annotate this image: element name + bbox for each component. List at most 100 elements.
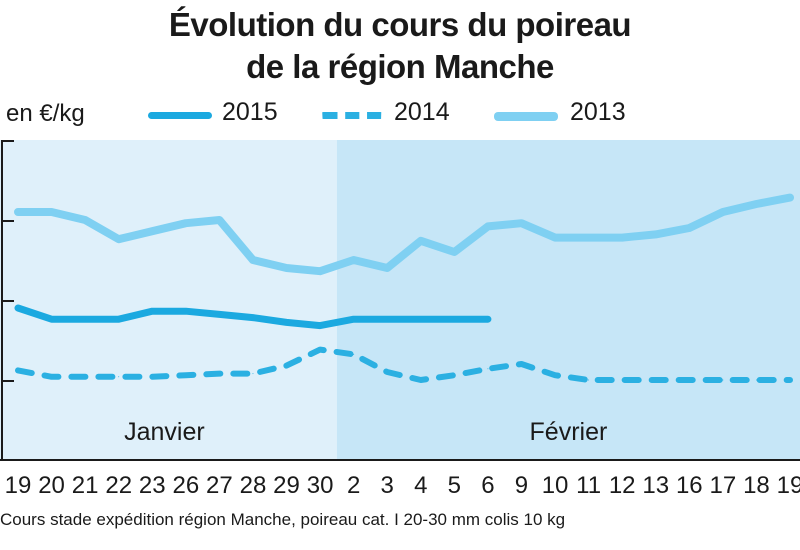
x-tick-label-13: 4 [414, 472, 427, 499]
x-tick-label-14: 5 [448, 472, 461, 499]
legend-label-2013: 2013 [570, 98, 626, 126]
data-point-2013-10 [319, 270, 321, 272]
chart-title-line-1: Évolution du cours du poireau [168, 6, 632, 43]
data-point-2013-13 [420, 240, 422, 242]
data-point-2014-16 [520, 363, 522, 365]
legend-swatch-2013 [494, 112, 558, 121]
data-point-2014-21 [688, 379, 690, 381]
data-point-2013-16 [520, 222, 522, 224]
y-axis-unit-label: en €/kg [6, 100, 85, 127]
data-point-2013-19 [621, 237, 623, 239]
data-point-2014-18 [588, 379, 590, 381]
x-tick-label-15: 6 [481, 472, 494, 499]
data-point-2015-1 [17, 307, 19, 309]
data-point-2014-3 [84, 376, 86, 378]
data-point-2013-14 [453, 251, 455, 253]
data-point-2014-13 [420, 379, 422, 381]
data-point-2013-18 [588, 237, 590, 239]
x-tick-label-4: 22 [105, 472, 132, 499]
data-point-2015-7 [218, 313, 220, 315]
data-point-2013-7 [218, 219, 220, 221]
data-point-2013-4 [118, 238, 120, 240]
data-point-2014-19 [621, 379, 623, 381]
chart-title: Évolution du cours du poireau de la régi… [0, 4, 800, 88]
data-point-2015-3 [84, 318, 86, 320]
x-tick-label-6: 26 [172, 472, 199, 499]
data-point-2013-21 [688, 227, 690, 229]
month-label-1: Janvier [124, 418, 205, 446]
data-point-2014-7 [218, 373, 220, 375]
month-label-2: Février [530, 418, 608, 446]
data-point-2015-4 [118, 318, 120, 320]
data-point-2013-11 [353, 259, 355, 261]
x-tick-label-18: 11 [576, 472, 601, 499]
data-point-2013-5 [151, 230, 153, 232]
x-tick-label-7: 27 [206, 472, 233, 499]
x-tick-label-2: 20 [38, 472, 65, 499]
month-band-2 [336, 140, 800, 460]
data-point-2015-2 [51, 318, 53, 320]
data-point-2015-5 [151, 310, 153, 312]
data-point-2015-13 [420, 318, 422, 320]
series-line-2014 [15, 346, 793, 383]
data-point-2014-1 [17, 369, 19, 371]
data-point-2013-24 [789, 197, 791, 199]
data-point-2014-14 [453, 374, 455, 376]
data-point-2013-15 [487, 225, 489, 227]
data-point-2014-9 [286, 365, 288, 367]
x-tick-label-3: 21 [72, 472, 99, 499]
x-tick-label-10: 30 [307, 472, 334, 499]
data-point-2013-8 [252, 259, 254, 261]
data-point-2014-24 [789, 379, 791, 381]
legend-label-2014: 2014 [394, 98, 450, 126]
data-point-2015-9 [286, 321, 288, 323]
data-point-2015-8 [252, 317, 254, 319]
data-point-2015-14 [453, 318, 455, 320]
data-point-2014-2 [51, 376, 53, 378]
data-point-2013-12 [386, 267, 388, 269]
data-point-2013-3 [84, 219, 86, 221]
data-point-2013-1 [17, 211, 19, 213]
legend-swatch-2015 [148, 112, 212, 119]
data-point-2013-20 [655, 233, 657, 235]
x-tick-label-16: 9 [515, 472, 528, 499]
data-point-2014-12 [386, 371, 388, 373]
data-point-2015-11 [353, 318, 355, 320]
data-point-2014-17 [554, 374, 556, 376]
source-note: Cours stade expédition région Manche, po… [0, 510, 566, 529]
data-point-2013-17 [554, 237, 556, 239]
x-tick-label-5: 23 [139, 472, 166, 499]
data-point-2014-8 [252, 373, 254, 375]
x-tick-label-20: 13 [642, 472, 669, 499]
data-point-2015-15 [487, 318, 489, 320]
x-tick-label-22: 17 [710, 472, 737, 499]
data-point-2014-15 [487, 368, 489, 370]
data-point-2013-22 [722, 211, 724, 213]
x-tick-label-8: 28 [240, 472, 267, 499]
legend-swatch-2014 [320, 112, 384, 119]
data-point-2014-4 [118, 376, 120, 378]
data-point-2014-20 [655, 379, 657, 381]
data-point-2014-22 [722, 379, 724, 381]
legend-label-2015: 2015 [222, 98, 278, 126]
data-point-2013-23 [755, 203, 757, 205]
x-tick-label-17: 10 [542, 472, 569, 499]
month-band-1 [0, 140, 337, 460]
data-point-2013-2 [51, 211, 53, 213]
x-tick-label-11: 2 [347, 472, 360, 499]
data-point-2013-9 [286, 267, 288, 269]
data-point-2015-10 [319, 325, 321, 327]
x-tick-label-1: 19 [5, 472, 32, 499]
x-tick-label-12: 3 [381, 472, 394, 499]
x-tick-label-19: 12 [609, 472, 636, 499]
data-point-2014-6 [185, 374, 187, 376]
x-tick-label-21: 16 [676, 472, 703, 499]
data-point-2013-6 [185, 222, 187, 224]
data-point-2014-23 [755, 379, 757, 381]
x-tick-label-23: 18 [743, 472, 770, 499]
data-point-2014-10 [319, 349, 321, 351]
chart-title-line-2: de la région Manche [246, 48, 554, 85]
x-tick-label-9: 29 [273, 472, 300, 499]
series-line-2013 [14, 193, 794, 276]
